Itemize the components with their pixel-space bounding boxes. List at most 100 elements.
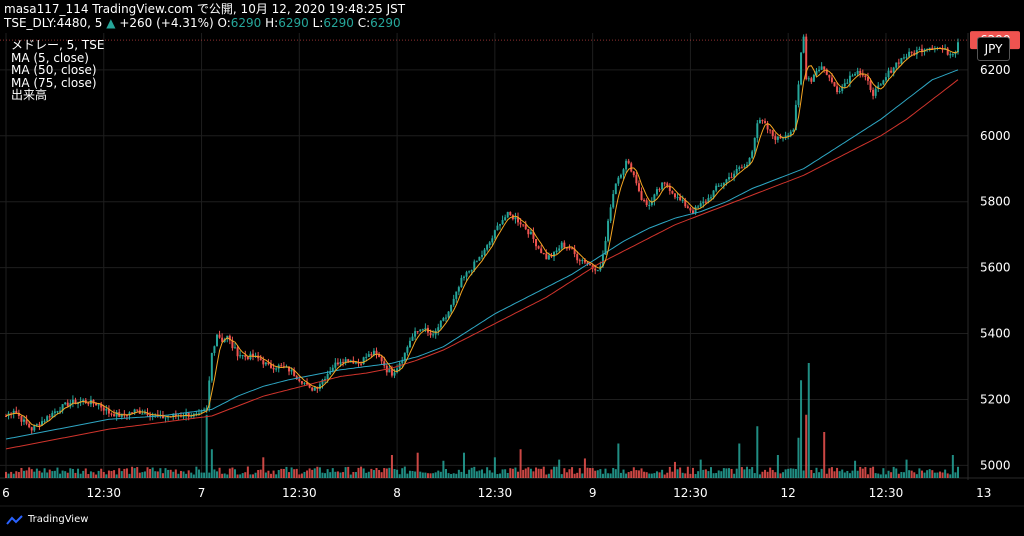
- volume-bar: [658, 472, 661, 478]
- volume-bar: [902, 472, 905, 478]
- volume-bar: [241, 473, 244, 478]
- candle-body: [501, 220, 504, 225]
- legend-volume[interactable]: 出来高: [11, 88, 48, 103]
- candle-body: [918, 48, 921, 51]
- candle-body: [306, 382, 309, 385]
- volume-bar: [308, 468, 311, 478]
- volume-bar: [591, 468, 594, 478]
- currency-button[interactable]: JPY: [977, 37, 1010, 61]
- volume-bar: [334, 471, 337, 478]
- symbol-info: TSE_DLY:4480, 5 ▲ +260 (+4.31%) O:6290 H…: [4, 16, 401, 30]
- candle-body: [221, 337, 224, 342]
- candle-body: [900, 58, 903, 64]
- volume-bar: [758, 474, 761, 478]
- candle-body: [586, 262, 589, 264]
- volume-bar: [784, 469, 787, 478]
- candle-body: [830, 77, 833, 83]
- volume-bar: [414, 471, 417, 478]
- candle-body: [493, 230, 496, 239]
- candle-body: [684, 200, 687, 207]
- volume-bar: [771, 469, 774, 478]
- candle-body: [807, 78, 810, 80]
- candle-body: [295, 376, 298, 380]
- candle-body: [300, 381, 303, 384]
- candle-body: [694, 206, 697, 214]
- volume-bar: [869, 467, 872, 478]
- candle-body: [105, 408, 108, 411]
- volume-bar: [329, 472, 332, 478]
- candle-body: [486, 245, 489, 250]
- volume-bar: [722, 468, 725, 478]
- candle-body: [776, 136, 779, 140]
- volume-bar: [823, 432, 826, 478]
- time-tick-label: 7: [198, 486, 206, 500]
- volume-bar: [378, 470, 381, 478]
- candle-body: [455, 291, 458, 299]
- candle-body: [864, 75, 867, 78]
- candle-body: [429, 332, 432, 336]
- volume-bar: [838, 471, 841, 478]
- candle-body: [815, 70, 818, 75]
- volume-bar: [761, 471, 764, 478]
- legend-ma5[interactable]: MA (5, close): [11, 50, 89, 65]
- volume-bar: [372, 470, 375, 478]
- candle-body: [627, 160, 630, 164]
- price-tick-label: 6200: [980, 63, 1011, 77]
- candle-body: [805, 36, 808, 80]
- volume-bar: [640, 468, 643, 478]
- candle-body: [267, 362, 270, 365]
- volume-bar: [805, 414, 808, 478]
- volume-bar: [720, 471, 723, 478]
- candle-body: [20, 415, 23, 422]
- volume-bar: [249, 474, 252, 478]
- candle-body: [354, 362, 357, 364]
- volume-bar: [540, 468, 543, 478]
- candle-body: [802, 36, 805, 53]
- candle-body: [522, 224, 525, 226]
- volume-bar: [648, 473, 651, 478]
- candle-body: [218, 334, 221, 338]
- volume-bar: [877, 473, 880, 478]
- volume-bar: [815, 467, 818, 478]
- volume-bar: [607, 473, 610, 478]
- candle-body: [190, 416, 193, 418]
- candle-body: [555, 250, 558, 253]
- volume-bar: [653, 473, 656, 478]
- candle-body: [524, 224, 527, 230]
- volume-bar: [859, 466, 862, 478]
- candle-body: [298, 379, 301, 382]
- volume-bar: [61, 470, 64, 478]
- volume-bar: [511, 468, 514, 478]
- candle-body: [761, 120, 764, 122]
- volume-bar: [401, 468, 404, 478]
- candle-body: [215, 334, 218, 347]
- volume-bar: [365, 472, 368, 478]
- volume-bar: [156, 471, 159, 478]
- volume-bar: [226, 474, 229, 478]
- tradingview-logo[interactable]: TradingView: [6, 514, 88, 525]
- volume-bar: [910, 470, 913, 478]
- volume-bar: [684, 473, 687, 478]
- candle-body: [928, 47, 931, 50]
- volume-bar: [51, 471, 54, 478]
- candle-body: [244, 355, 247, 357]
- volume-bar: [264, 472, 267, 478]
- volume-bar: [568, 469, 571, 478]
- volume-bar: [408, 470, 411, 478]
- volume-bar: [38, 470, 41, 478]
- candle-body: [823, 66, 826, 70]
- legend-ma50[interactable]: MA (50, close): [11, 63, 97, 78]
- volume-bar: [766, 471, 769, 478]
- candle-body: [12, 410, 15, 414]
- volume-bar: [828, 468, 831, 478]
- candle-body: [280, 365, 283, 367]
- candle-body: [483, 249, 486, 256]
- candle-body: [329, 371, 332, 374]
- volume-bar: [84, 468, 87, 478]
- legend-ma75[interactable]: MA (75, close): [11, 75, 97, 90]
- candle-body: [378, 354, 381, 357]
- candle-body: [288, 366, 291, 372]
- volume-bar: [174, 469, 177, 478]
- candle-body: [632, 171, 635, 176]
